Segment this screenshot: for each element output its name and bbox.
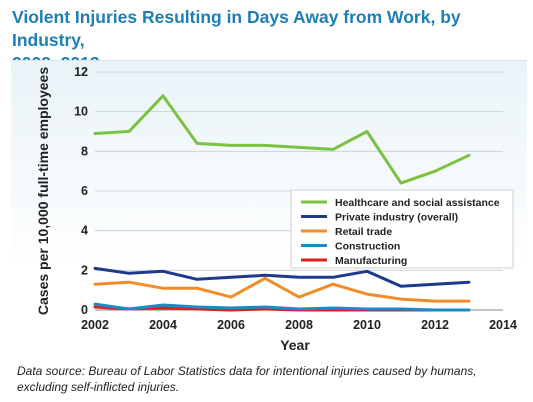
y-tick-label-8: 8 (81, 144, 88, 158)
legend-label: Manufacturing (335, 255, 407, 267)
x-tick-label-2008: 2008 (285, 318, 313, 332)
x-tick-label-2012: 2012 (421, 318, 449, 332)
y-axis-ticks: 0 2 4 6 8 10 12 (74, 65, 88, 317)
x-tick-label-2004: 2004 (149, 318, 177, 332)
series-lines (93, 94, 471, 312)
y-axis-label: Cases per 10,000 full-time employees (35, 67, 51, 315)
legend-label: Healthcare and social assistance (335, 197, 500, 209)
y-tick-label-10: 10 (74, 105, 88, 119)
x-tick-label-2010: 2010 (353, 318, 381, 332)
x-tick-label-2014: 2014 (489, 318, 517, 332)
series-line-retail-trade (93, 276, 471, 303)
y-tick-label-0: 0 (81, 303, 88, 317)
legend: Healthcare and social assistance Private … (290, 189, 514, 269)
y-tick-label-4: 4 (81, 224, 88, 238)
legend-label: Retail trade (335, 226, 392, 238)
y-tick-label-2: 2 (81, 263, 88, 277)
title-line-1: Violent Injuries Resulting in Days Away … (12, 7, 461, 50)
series-line-construction (93, 302, 471, 312)
x-axis-ticks: 2002 2004 2006 2008 2010 2012 2014 (81, 318, 517, 332)
series-line-healthcare-and-social-assistance (93, 94, 471, 185)
x-tick-label-2006: 2006 (217, 318, 245, 332)
legend-label: Private industry (overall) (335, 212, 458, 224)
legend-label: Construction (335, 241, 400, 253)
y-tick-label-12: 12 (74, 65, 88, 79)
legend-box (290, 189, 514, 269)
series-line-private-industry-overall (93, 266, 471, 288)
data-source-note: Data source: Bureau of Labor Statistics … (17, 364, 477, 394)
y-tick-label-6: 6 (81, 184, 88, 198)
x-tick-label-2002: 2002 (81, 318, 109, 332)
x-axis-label: Year (280, 337, 310, 353)
